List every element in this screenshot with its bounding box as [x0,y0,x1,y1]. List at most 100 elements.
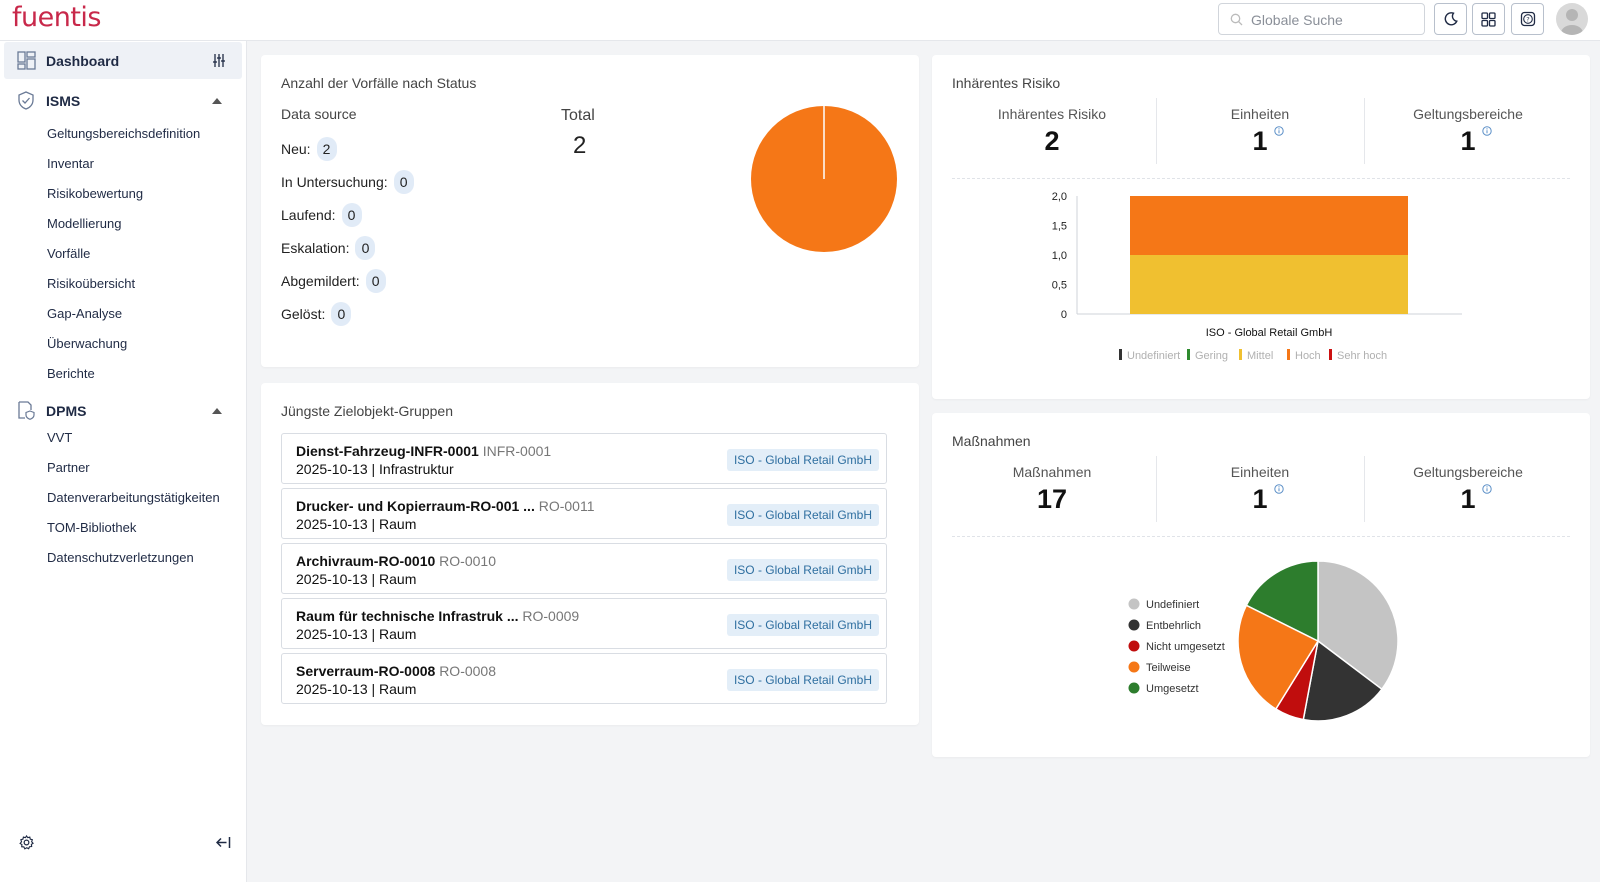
search-placeholder: Globale Suche [1251,12,1343,28]
sidebar-item-datenschutzverletzungen[interactable]: Datenschutzverletzungen [47,550,194,565]
sidebar-item-berichte[interactable]: Berichte [47,366,95,381]
caret-up-icon [212,98,222,104]
kpi-value: 1 [1460,484,1493,515]
status-count-badge: 2 [316,137,337,161]
scope-tag[interactable]: ISO - Global Retail GmbH [726,504,879,526]
pie-slice [1302,639,1383,722]
inherent-risk-card: Inhärentes Risiko Inhärentes Risiko 2 Ei… [932,55,1590,399]
status-count-badge: 0 [393,170,414,194]
incidents-pie-chart[interactable] [749,104,899,254]
sidebar-item-tom-bibliothek[interactable]: TOM-Bibliothek [47,520,137,535]
sliders-icon[interactable] [213,54,225,67]
kpi-label: Einheiten [1230,106,1290,122]
info-icon[interactable] [1274,484,1285,494]
global-search-input[interactable]: Globale Suche [1218,3,1425,35]
settings-gear-icon[interactable] [19,835,34,850]
sidebar-item-inventar[interactable]: Inventar [47,156,94,171]
kpi-label: Einheiten [1230,464,1290,480]
y-tick-label: 2,0 [1052,191,1067,203]
measures-pie-chart[interactable]: Undefiniert Entbehrlich Nicht umgesetzt Tei… [932,541,1590,751]
sidebar-section-dpms[interactable]: DPMS [4,392,242,429]
kpi-label: Geltungsbereiche [1413,464,1523,480]
target-group-item[interactable]: Drucker- und Kopierraum-RO-001 ... RO-00… [281,488,887,539]
legend-swatch [1128,682,1140,694]
target-group-item[interactable]: Dienst-Fahrzeug-INFR-0001 INFR-0001 2025… [281,433,887,484]
sidebar-item-dashboard[interactable]: Dashboard [4,42,242,79]
legend-swatch [1128,640,1140,652]
legend-label: Gering [1195,350,1228,362]
kpi-units: Einheiten 1 [1160,464,1360,515]
info-icon[interactable] [1482,484,1493,494]
kpi-value-text: 2 [1044,126,1060,156]
help-icon: ? [1520,11,1535,27]
sidebar-item-datenverarbeitungstaetigkeiten[interactable]: Datenverarbeitungstätigkeiten [47,490,220,505]
scope-tag[interactable]: ISO - Global Retail GmbH [726,449,879,471]
target-group-meta: 2025-10-13 | Raum [296,571,417,587]
legend-swatch [1187,349,1190,360]
target-group-item[interactable]: Raum für technische Infrastruk ... RO-00… [281,598,887,649]
scope-tag[interactable]: ISO - Global Retail GmbH [726,614,879,636]
legend-swatch [1239,349,1242,360]
status-label: Neu: [281,141,311,157]
x-tick-label: ISO - Global Retail GmbH [1206,327,1333,339]
target-group-meta: 2025-10-13 | Raum [296,626,417,642]
sidebar-item-risikobewertung[interactable]: Risikobewertung [47,186,144,201]
card-title: Jüngste Zielobjekt-Gruppen [281,403,453,419]
kpi-scopes: Geltungsbereiche 1 [1368,106,1568,157]
target-group-item[interactable]: Serverraum-RO-0008 RO-0008 2025-10-13 | … [281,653,887,704]
kpi-value-text: 1 [1252,484,1268,514]
info-icon[interactable] [1482,126,1493,136]
status-count-badge: 0 [365,269,386,293]
sidebar-item-partner[interactable]: Partner [47,460,90,475]
kpi-value: 2 [1044,126,1059,157]
status-row-geloest: Gelöst: 0 [281,302,352,326]
dark-mode-button[interactable] [1434,3,1467,35]
grid-icon [1481,11,1496,27]
status-row-abgemildert: Abgemildert: 0 [281,269,386,293]
app-logo[interactable]: fuentis [12,2,102,33]
inherent-risk-bar-chart[interactable]: 0 0,5 1,0 1,5 2,0 ISO - Global Retail GmbH Und… [932,183,1590,393]
section-divider [952,536,1570,537]
sidebar-item-ueberwachung[interactable]: Überwachung [47,336,128,351]
top-bar: fuentis Globale Suche ? [0,0,1600,41]
user-avatar[interactable] [1556,3,1588,35]
legend-label: Mittel [1247,350,1273,362]
info-icon[interactable] [1274,126,1285,136]
sidebar-item-gap-analyse[interactable]: Gap-Analyse [47,306,123,321]
status-label: Laufend: [281,207,336,223]
target-group-title: Raum für technische Infrastruk ... RO-00… [296,608,579,624]
target-group-name: Serverraum-RO-0008 [296,663,436,679]
shield-check-icon [18,91,34,110]
dashboard-icon [17,51,36,70]
total-label: Total [561,107,595,124]
legend-swatch [1287,349,1290,360]
help-button[interactable]: ? [1511,3,1544,35]
legend-swatch [1119,349,1122,360]
kpi-value-text: 17 [1036,484,1068,514]
y-tick-label: 0 [1061,309,1067,321]
kpi-value: 1 [1252,126,1285,157]
status-row-eskalation: Eskalation: 0 [281,236,376,260]
legend-swatch [1329,349,1332,360]
legend-swatch [1128,619,1140,631]
sidebar-section-isms[interactable]: ISMS [4,82,242,119]
sidebar-item-risikouebersicht[interactable]: Risikoübersicht [47,276,136,291]
sidebar-item-vvt[interactable]: VVT [47,430,73,445]
total-value: 2 [573,132,587,159]
status-count-badge: 0 [341,203,362,227]
svg-text:?: ? [1526,15,1529,23]
sidebar-item-vorfaelle[interactable]: Vorfälle [47,246,91,261]
pie-slice [1245,560,1319,643]
sidebar-item-geltungsbereichsdefinition[interactable]: Geltungsbereichsdefinition [47,126,201,141]
scope-tag[interactable]: ISO - Global Retail GmbH [726,669,879,691]
collapse-sidebar-icon[interactable] [216,836,231,849]
kpi-value-text: 1 [1460,126,1476,156]
moon-icon [1444,12,1458,26]
sidebar-item-modellierung[interactable]: Modellierung [47,216,122,231]
target-group-title: Serverraum-RO-0008 RO-0008 [296,663,496,679]
y-tick-label: 1,5 [1052,221,1067,233]
legend-swatch [1128,661,1140,673]
scope-tag[interactable]: ISO - Global Retail GmbH [726,559,879,581]
target-group-item[interactable]: Archivraum-RO-0010 RO-0010 2025-10-13 | … [281,543,887,594]
apps-button[interactable] [1472,3,1505,35]
